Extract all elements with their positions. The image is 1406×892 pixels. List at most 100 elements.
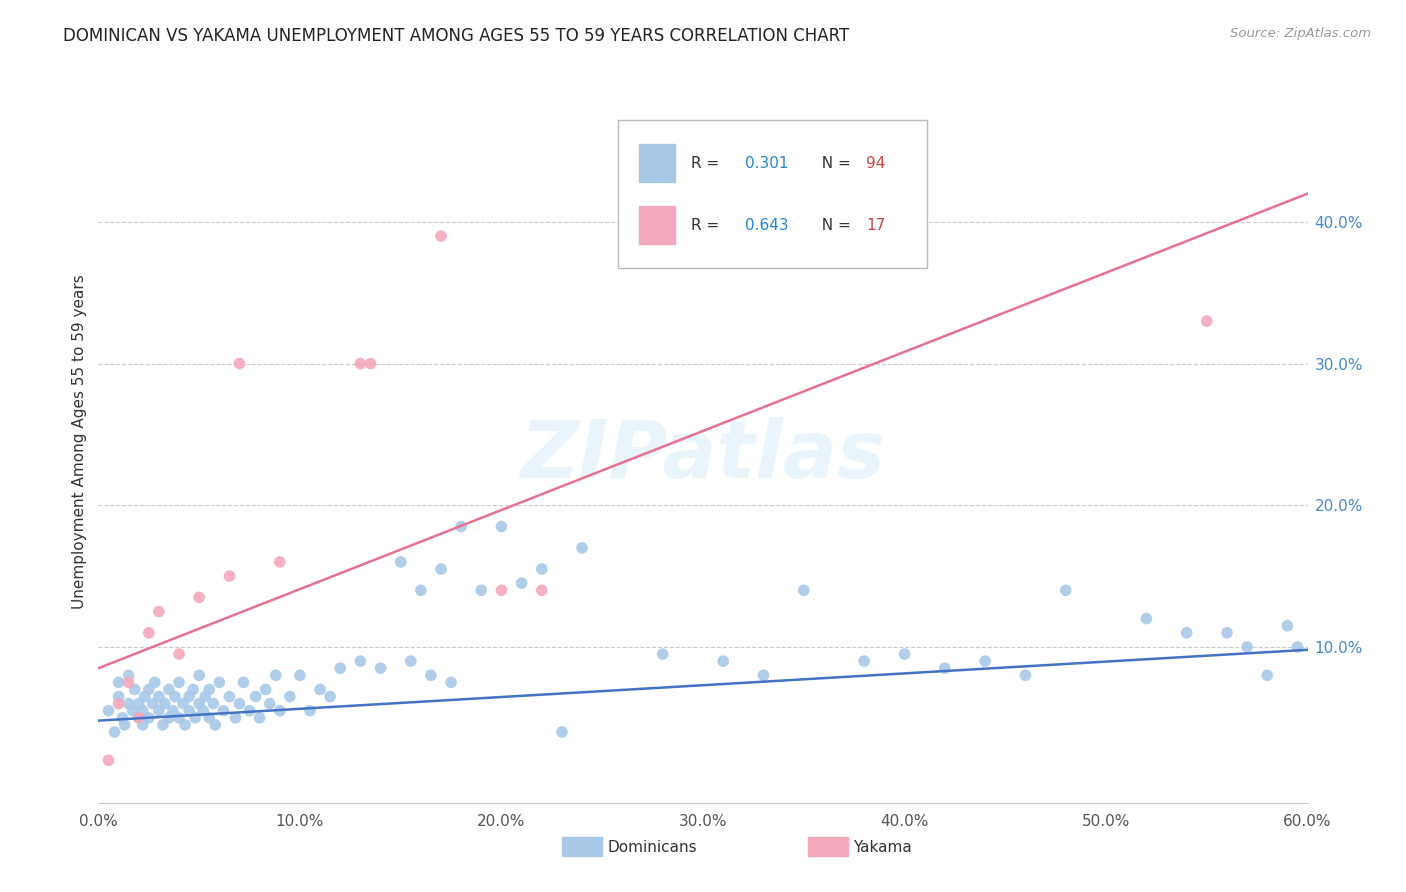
Point [172, 697, 194, 711]
Point [194, 690, 217, 704]
Point [1216, 625, 1239, 640]
Point [409, 583, 432, 598]
Point [198, 682, 221, 697]
Point [228, 697, 250, 711]
Point [204, 718, 226, 732]
Point [264, 668, 287, 682]
Point [138, 711, 160, 725]
Point [309, 682, 332, 697]
Point [97, 704, 120, 718]
Point [157, 682, 180, 697]
Text: 0.301: 0.301 [745, 155, 789, 170]
Point [193, 704, 215, 718]
Point [329, 661, 352, 675]
Point [470, 583, 492, 598]
Bar [638, 206, 675, 244]
Point [752, 668, 775, 682]
Point [349, 654, 371, 668]
Point [651, 647, 673, 661]
Point [143, 675, 166, 690]
Point [167, 711, 190, 725]
Point [138, 682, 160, 697]
Point [103, 725, 125, 739]
Point [202, 697, 225, 711]
Point [239, 704, 262, 718]
Y-axis label: Unemployment Among Ages 55 to 59 years: Unemployment Among Ages 55 to 59 years [72, 274, 87, 609]
Point [208, 675, 231, 690]
Point [142, 697, 165, 711]
Point [128, 711, 150, 725]
Point [128, 711, 150, 725]
Point [269, 555, 291, 569]
Text: N =: N = [811, 218, 855, 233]
Point [934, 661, 956, 675]
Point [1236, 640, 1258, 654]
Point [218, 690, 240, 704]
Point [1135, 612, 1157, 626]
Point [118, 675, 141, 690]
Text: R =: R = [690, 155, 724, 170]
Point [389, 555, 412, 569]
Point [153, 697, 176, 711]
Point [212, 704, 235, 718]
Point [148, 704, 170, 718]
Point [399, 654, 422, 668]
Point [1195, 314, 1218, 328]
Point [571, 541, 593, 555]
Point [974, 654, 997, 668]
Point [163, 690, 186, 704]
Point [278, 690, 301, 704]
Text: Source: ZipAtlas.com: Source: ZipAtlas.com [1230, 27, 1371, 40]
Point [269, 704, 291, 718]
Point [184, 711, 207, 725]
Point [259, 697, 281, 711]
Point [853, 654, 876, 668]
Point [893, 647, 915, 661]
Text: Dominicans: Dominicans [607, 840, 697, 855]
Point [711, 654, 734, 668]
Point [162, 704, 184, 718]
Point [430, 562, 453, 576]
Text: R =: R = [690, 218, 724, 233]
Point [188, 668, 211, 682]
Point [1286, 640, 1309, 654]
Point [1054, 583, 1077, 598]
Point [167, 675, 190, 690]
Point [111, 711, 134, 725]
Point [174, 718, 197, 732]
Point [491, 583, 513, 598]
Point [198, 711, 221, 725]
Point [188, 697, 211, 711]
Bar [638, 145, 675, 182]
Point [299, 704, 322, 718]
Point [179, 690, 201, 704]
Point [224, 711, 246, 725]
Point [124, 682, 146, 697]
Point [349, 357, 371, 371]
Point [132, 704, 155, 718]
Text: 17: 17 [866, 218, 886, 233]
Point [157, 711, 180, 725]
Point [232, 675, 254, 690]
Point [249, 711, 271, 725]
Text: Yakama: Yakama [853, 840, 912, 855]
Point [118, 697, 141, 711]
Point [254, 682, 277, 697]
Point [360, 357, 382, 371]
Point [188, 591, 211, 605]
Point [1014, 668, 1036, 682]
Point [370, 661, 392, 675]
Point [228, 357, 250, 371]
Text: N =: N = [811, 155, 855, 170]
Point [97, 753, 120, 767]
Point [179, 704, 201, 718]
Point [440, 675, 463, 690]
Point [148, 605, 170, 619]
Point [530, 583, 553, 598]
Point [121, 704, 143, 718]
Point [420, 668, 443, 682]
Text: 0.643: 0.643 [745, 218, 789, 233]
Point [288, 668, 311, 682]
Point [107, 690, 129, 704]
Point [1277, 618, 1299, 632]
